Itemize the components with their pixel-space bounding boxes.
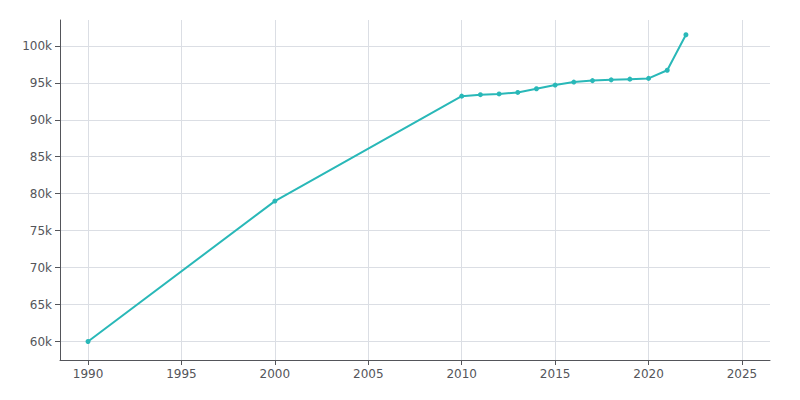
svg-text:1990: 1990	[73, 367, 104, 381]
svg-text:2000: 2000	[260, 367, 291, 381]
svg-text:80k: 80k	[30, 187, 52, 201]
svg-text:2020: 2020	[633, 367, 664, 381]
svg-text:2015: 2015	[540, 367, 571, 381]
svg-text:60k: 60k	[30, 335, 52, 349]
svg-text:85k: 85k	[30, 150, 52, 164]
svg-text:100k: 100k	[22, 39, 52, 53]
svg-text:1995: 1995	[166, 367, 197, 381]
svg-text:95k: 95k	[30, 76, 52, 90]
svg-text:2010: 2010	[446, 367, 477, 381]
svg-text:70k: 70k	[30, 261, 52, 275]
svg-text:90k: 90k	[30, 113, 52, 127]
svg-text:2005: 2005	[353, 367, 384, 381]
svg-text:65k: 65k	[30, 298, 52, 312]
svg-text:75k: 75k	[30, 224, 52, 238]
svg-text:2025: 2025	[727, 367, 758, 381]
